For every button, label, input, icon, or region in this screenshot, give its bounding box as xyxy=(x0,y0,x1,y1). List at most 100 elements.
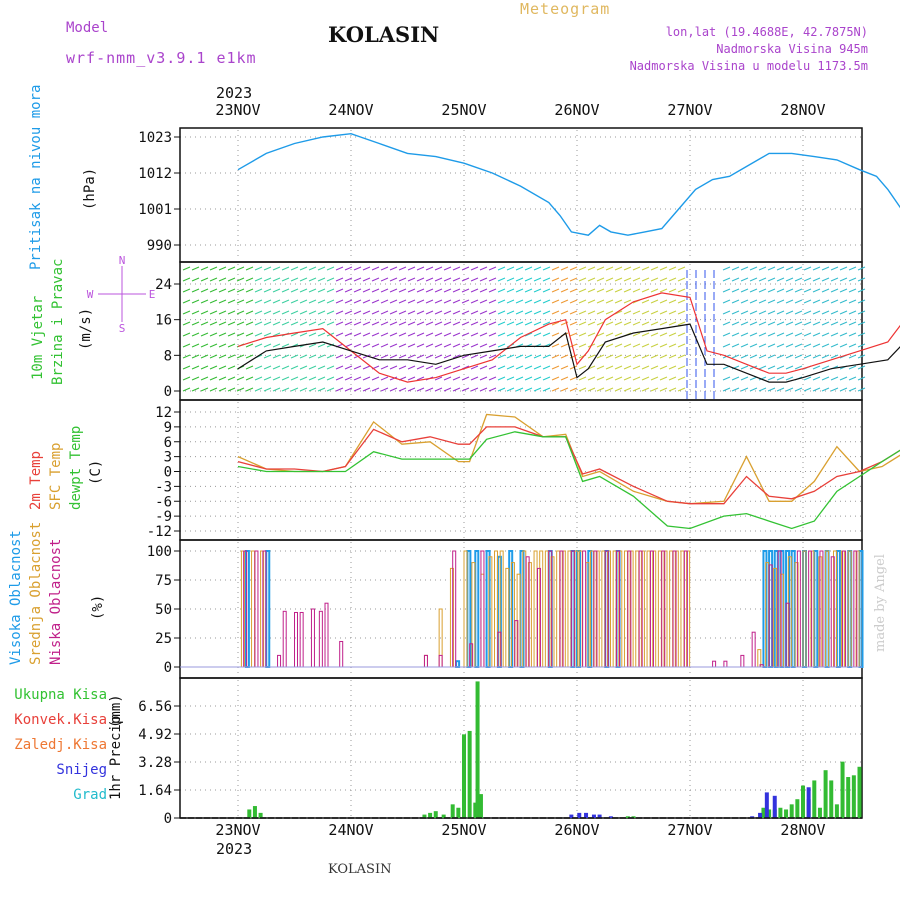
wind-barb xyxy=(542,387,551,392)
low-cloud-bar xyxy=(751,631,756,668)
wind-barb xyxy=(497,365,506,370)
wind-barb xyxy=(515,288,524,293)
sfc-temp-line xyxy=(237,413,900,505)
wind-barb xyxy=(245,365,254,370)
wind-barb xyxy=(614,365,623,370)
wind-barb xyxy=(605,321,614,326)
wind-barb xyxy=(596,343,605,348)
wind-barb xyxy=(299,288,308,293)
wind-barb xyxy=(677,376,686,381)
wind-barb xyxy=(614,266,623,271)
wind-barb xyxy=(650,387,659,392)
wind-barb xyxy=(632,354,641,359)
rain-bar xyxy=(478,794,483,818)
wind-barb xyxy=(677,299,686,304)
wind-barb xyxy=(308,354,317,359)
wind-barb xyxy=(263,354,272,359)
wind-barb xyxy=(551,387,560,392)
wind-barb xyxy=(479,365,488,370)
wind-barb xyxy=(596,266,605,271)
wind-barb xyxy=(371,387,380,392)
wind-barb xyxy=(191,299,200,304)
wind-barb xyxy=(623,365,632,370)
wind-barb xyxy=(587,365,596,370)
wind-barb xyxy=(227,376,236,381)
rain-bar xyxy=(252,806,257,818)
wind-barb xyxy=(506,365,515,370)
wind-barb xyxy=(524,321,533,326)
rain-bar xyxy=(473,802,478,818)
wind-barb xyxy=(578,321,587,326)
compass-s: S xyxy=(119,322,126,335)
wind-barb xyxy=(353,310,362,315)
wind-barb xyxy=(281,343,290,348)
wind-barb xyxy=(182,387,191,392)
wind-barb xyxy=(191,354,200,359)
wind-barb xyxy=(542,321,551,326)
wind-barb xyxy=(353,277,362,282)
wind-barb xyxy=(308,288,317,293)
wind-barb xyxy=(533,376,542,381)
wind-barb xyxy=(614,376,623,381)
wind-barb xyxy=(506,310,515,315)
wind-barb xyxy=(605,376,614,381)
wind-barb xyxy=(281,376,290,381)
wind-barb xyxy=(587,321,596,326)
wind-barb xyxy=(461,277,470,282)
wind-barb xyxy=(263,277,272,282)
wind-barb xyxy=(281,266,290,271)
y-tick-label: -9 xyxy=(155,509,172,525)
wind-barb xyxy=(335,299,344,304)
wind-barb xyxy=(740,266,749,271)
mid-cloud-bar xyxy=(544,550,549,668)
pressure-line xyxy=(237,132,900,236)
wind-barb xyxy=(515,387,524,392)
wind-barb xyxy=(731,288,740,293)
wind-barb xyxy=(470,376,479,381)
wind-barb xyxy=(497,310,506,315)
wind-barb xyxy=(443,332,452,337)
mid-cloud-bar xyxy=(612,550,617,668)
wind-barb xyxy=(839,266,848,271)
wind-barb xyxy=(659,387,668,392)
wind-barb xyxy=(479,288,488,293)
wind-barb xyxy=(524,277,533,282)
wind-barb xyxy=(371,266,380,271)
wind-barb xyxy=(362,310,371,315)
wind-barb xyxy=(416,343,425,348)
wind-barb xyxy=(389,332,398,337)
wind-barb xyxy=(182,332,191,337)
wind-barb xyxy=(830,376,839,381)
wind-barb xyxy=(254,387,263,392)
station-title: KOLASIN xyxy=(328,22,440,47)
wind-barb xyxy=(182,321,191,326)
wind-barb xyxy=(560,310,569,315)
day-label-top: 26NOV xyxy=(554,101,599,119)
wind-barb xyxy=(785,354,794,359)
y-tick-label: 3.28 xyxy=(138,755,172,771)
wind-barb xyxy=(857,288,866,293)
wind-barb xyxy=(767,321,776,326)
wind-barb xyxy=(461,288,470,293)
rain-bar xyxy=(258,812,263,818)
wind-barb xyxy=(209,266,218,271)
wind-barb xyxy=(182,376,191,381)
wind-barb xyxy=(371,376,380,381)
wind-barb xyxy=(785,365,794,370)
wind-barb xyxy=(182,288,191,293)
wind-barb xyxy=(578,266,587,271)
wind-barb xyxy=(245,310,254,315)
rain-bar xyxy=(795,799,800,818)
wind-barb xyxy=(506,321,515,326)
wind-barb xyxy=(182,266,191,271)
wind-barb xyxy=(560,277,569,282)
wind-barb xyxy=(533,387,542,392)
mid-cloud-bar xyxy=(669,550,674,668)
wind-barb xyxy=(272,343,281,348)
wind-barb xyxy=(479,277,488,282)
wind-barb xyxy=(263,343,272,348)
wind-barb xyxy=(524,376,533,381)
wind-barb xyxy=(722,266,731,271)
wind-barb xyxy=(200,376,209,381)
wind-barb xyxy=(254,277,263,282)
